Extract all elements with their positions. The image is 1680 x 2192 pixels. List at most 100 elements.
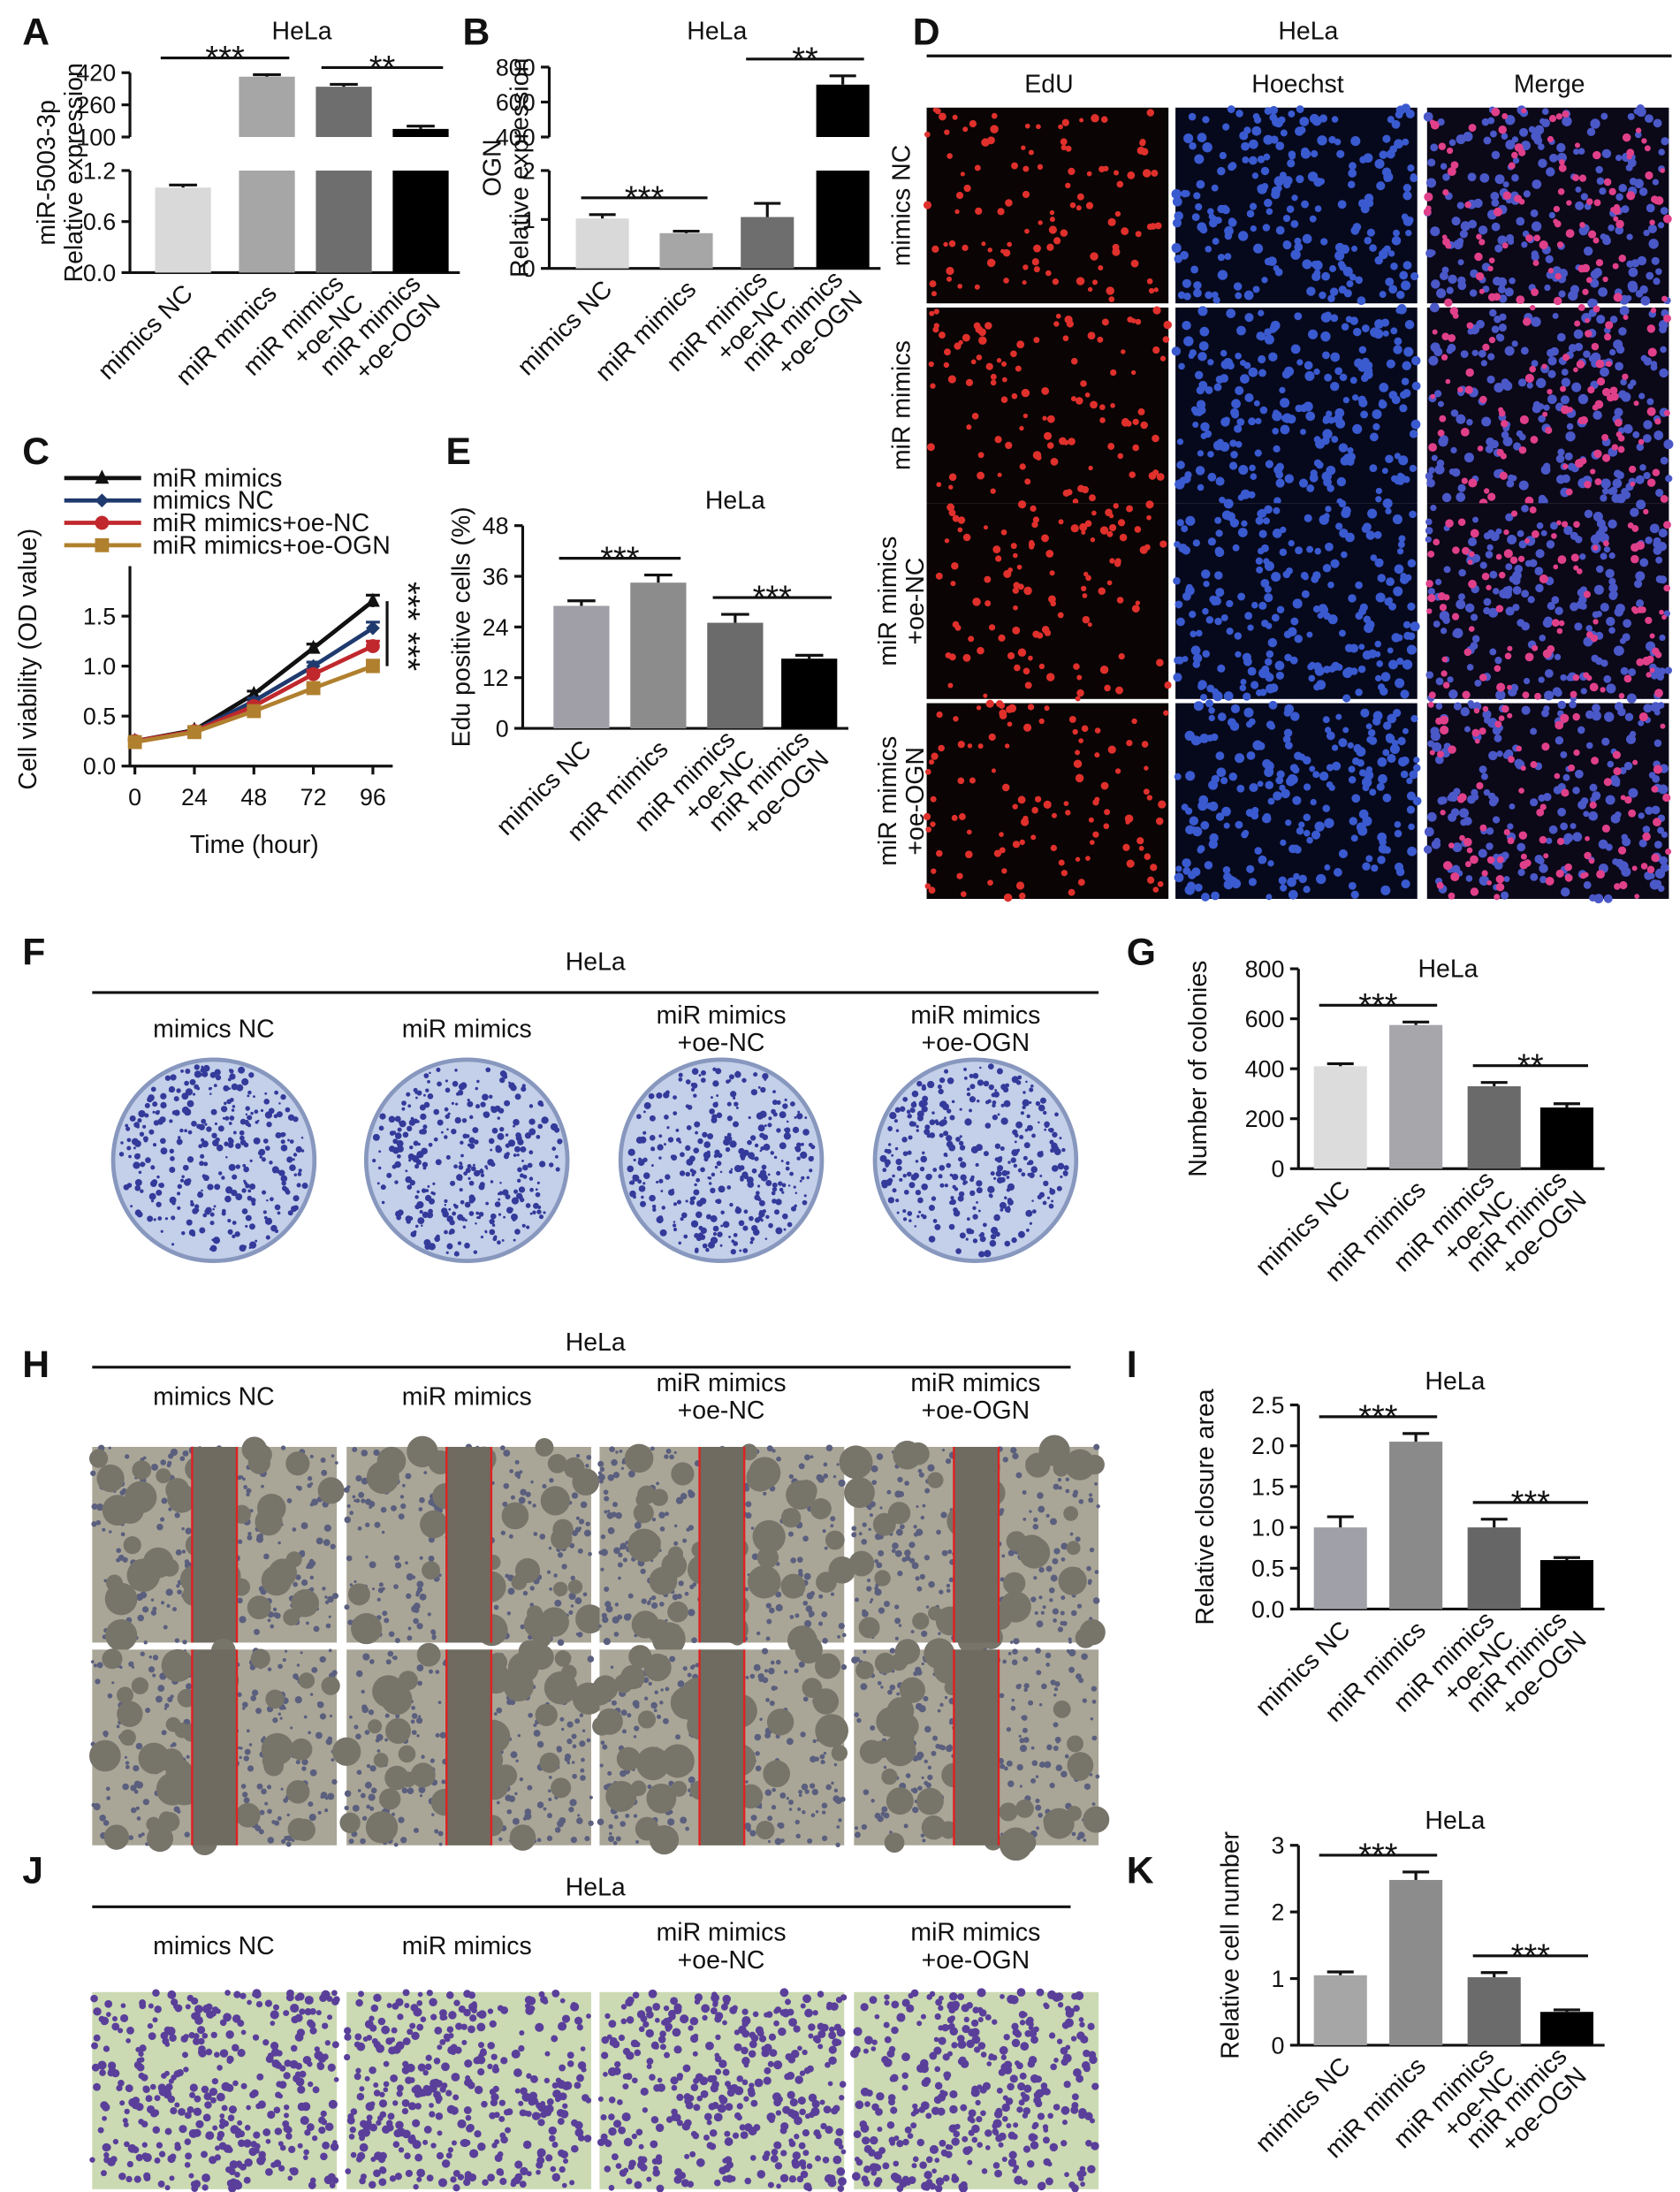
cell: [480, 1101, 486, 1107]
cell: [1079, 522, 1088, 532]
cell: [1094, 752, 1100, 758]
cell: [759, 1149, 763, 1153]
cell: [152, 1673, 156, 1678]
cell: [809, 1168, 813, 1173]
cell: [489, 1218, 495, 1225]
cell: [946, 1135, 953, 1142]
cell: [1447, 676, 1454, 683]
cell: [122, 1783, 129, 1791]
cell: [1313, 436, 1321, 444]
cell: [156, 1175, 160, 1179]
cell: [1235, 292, 1243, 300]
cell: [1357, 296, 1366, 306]
cell: [1583, 672, 1590, 679]
cell: [1305, 411, 1316, 422]
cell: [247, 1090, 252, 1095]
cell: [1598, 287, 1608, 297]
cell: [141, 1606, 149, 1613]
cell: [1044, 1123, 1049, 1129]
cell: [1207, 537, 1216, 546]
cell: [975, 1162, 979, 1168]
cell: [939, 1183, 945, 1188]
cell: [1192, 653, 1203, 663]
cell: [1209, 595, 1217, 604]
cell: [309, 1769, 317, 1777]
plate: [110, 1057, 317, 1264]
cell: [772, 1199, 777, 1204]
cell: [1538, 158, 1547, 168]
cell: [983, 1080, 990, 1087]
cell: [1379, 150, 1388, 159]
cell: [894, 1107, 901, 1113]
cell: [1627, 158, 1637, 168]
cell: [225, 1156, 228, 1159]
cell: [948, 240, 956, 247]
cell: [1063, 801, 1069, 806]
cell: [772, 1112, 778, 1117]
cell: [1649, 667, 1655, 674]
cell: [1195, 202, 1203, 211]
cell: [1099, 404, 1106, 411]
bar: [392, 128, 449, 273]
cell: [757, 1085, 761, 1089]
cell: [1370, 554, 1378, 561]
cell: [988, 1193, 993, 1198]
cell: [1547, 394, 1557, 405]
cell: [1546, 837, 1553, 844]
cell: [1433, 620, 1441, 628]
cell: [246, 1729, 250, 1733]
cell: [182, 1450, 189, 1457]
cell: [396, 1153, 401, 1159]
cell: [1257, 742, 1266, 750]
cell: [1658, 784, 1669, 795]
cell: [267, 1785, 272, 1790]
cell: [1171, 243, 1180, 251]
cell: [1208, 714, 1215, 722]
cell: [641, 1195, 644, 1199]
cell: [1557, 188, 1565, 195]
cell: [138, 1109, 146, 1118]
cell: [884, 1159, 891, 1166]
cell: [1547, 389, 1553, 395]
cell: [103, 1824, 130, 1850]
cell: [911, 1121, 917, 1127]
micrograph: [926, 306, 1172, 505]
cell: [1211, 184, 1219, 192]
cell: [1522, 590, 1529, 597]
cell: [152, 1101, 158, 1107]
cell: [1006, 705, 1014, 713]
cell: [1585, 277, 1593, 284]
cell: [713, 1118, 717, 1123]
cell: [994, 1089, 998, 1092]
cell: [1502, 181, 1509, 188]
y-tick-label: 1: [1272, 1966, 1285, 1992]
cell: [1609, 348, 1616, 356]
cell: [1606, 683, 1616, 694]
bar: [659, 232, 713, 269]
cell: [698, 1232, 703, 1238]
cell: [473, 1250, 478, 1254]
cell: [1650, 307, 1657, 314]
cell: [694, 1183, 697, 1187]
cell: [1500, 891, 1509, 900]
cell: [1555, 113, 1563, 120]
cell: [1021, 388, 1030, 398]
cell: [1596, 565, 1604, 574]
cell: [537, 1205, 542, 1209]
cell: [463, 1171, 468, 1176]
cell: [398, 1121, 401, 1124]
cell: [775, 1227, 783, 1235]
cell: [984, 1250, 992, 1258]
cell: [414, 1224, 419, 1229]
cell: [1342, 694, 1351, 703]
cell: [1394, 337, 1403, 346]
cell: [1174, 773, 1182, 780]
cell: [1005, 894, 1012, 902]
cell: [419, 1129, 424, 1135]
cell: [214, 1069, 221, 1076]
cell: [432, 1191, 436, 1196]
cell: [416, 1090, 422, 1096]
cell: [276, 1111, 283, 1118]
cell: [460, 1153, 464, 1158]
cell: [794, 1115, 797, 1119]
